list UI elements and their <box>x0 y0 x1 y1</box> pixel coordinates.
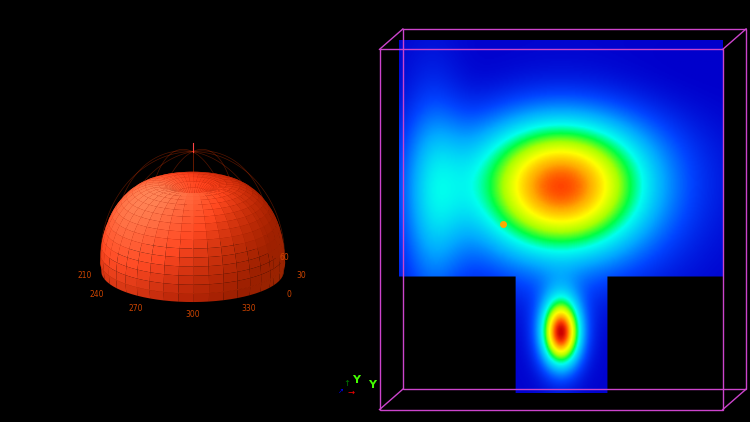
Text: ↑: ↑ <box>344 379 350 388</box>
Text: →: → <box>347 387 354 397</box>
Text: Y: Y <box>352 375 360 385</box>
Text: Y: Y <box>368 380 376 390</box>
Text: ↗: ↗ <box>338 387 344 393</box>
